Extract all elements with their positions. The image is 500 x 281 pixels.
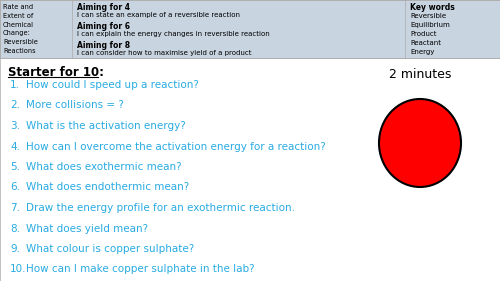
Text: 10.: 10. [10,264,26,275]
Text: Key words: Key words [410,3,455,12]
Text: 2 minutes: 2 minutes [389,68,451,81]
Text: How could I speed up a reaction?: How could I speed up a reaction? [26,80,199,90]
Text: 1.: 1. [10,80,20,90]
Text: 3.: 3. [10,121,20,131]
Text: Aiming for 8: Aiming for 8 [77,41,130,50]
Text: 9.: 9. [10,244,20,254]
Text: Reversible: Reversible [3,39,38,45]
Text: What colour is copper sulphate?: What colour is copper sulphate? [26,244,194,254]
Text: What is the activation energy?: What is the activation energy? [26,121,186,131]
Text: Reversible: Reversible [410,13,446,19]
Text: Reactions: Reactions [3,48,35,54]
Text: Change:: Change: [3,30,31,37]
Text: What does endothermic mean?: What does endothermic mean? [26,182,189,192]
Text: 4.: 4. [10,142,20,151]
Text: 6.: 6. [10,182,20,192]
Text: How can I make copper sulphate in the lab?: How can I make copper sulphate in the la… [26,264,254,275]
Text: Extent of: Extent of [3,13,33,19]
FancyBboxPatch shape [0,0,500,58]
Text: Aiming for 4: Aiming for 4 [77,3,130,12]
Text: 7.: 7. [10,203,20,213]
Text: I can consider how to maximise yield of a product: I can consider how to maximise yield of … [77,50,252,56]
Text: Reactant: Reactant [410,40,441,46]
Ellipse shape [379,99,461,187]
Text: Starter for 10:: Starter for 10: [8,66,104,79]
Text: Equilibrium: Equilibrium [410,22,450,28]
Text: Rate and: Rate and [3,4,33,10]
Text: More collisions = ?: More collisions = ? [26,101,124,110]
Text: I can state an example of a reversible reaction: I can state an example of a reversible r… [77,12,240,18]
Text: Product: Product [410,31,436,37]
Text: How can I overcome the activation energy for a reaction?: How can I overcome the activation energy… [26,142,326,151]
Text: Chemical: Chemical [3,22,34,28]
Text: Aiming for 6: Aiming for 6 [77,22,130,31]
Text: 5.: 5. [10,162,20,172]
Text: What does yield mean?: What does yield mean? [26,223,148,234]
Text: Draw the energy profile for an exothermic reaction.: Draw the energy profile for an exothermi… [26,203,295,213]
Text: What does exothermic mean?: What does exothermic mean? [26,162,182,172]
Text: 8.: 8. [10,223,20,234]
Text: I can explain the energy changes in reversible reaction: I can explain the energy changes in reve… [77,31,270,37]
Text: 2.: 2. [10,101,20,110]
Text: Energy: Energy [410,49,434,55]
